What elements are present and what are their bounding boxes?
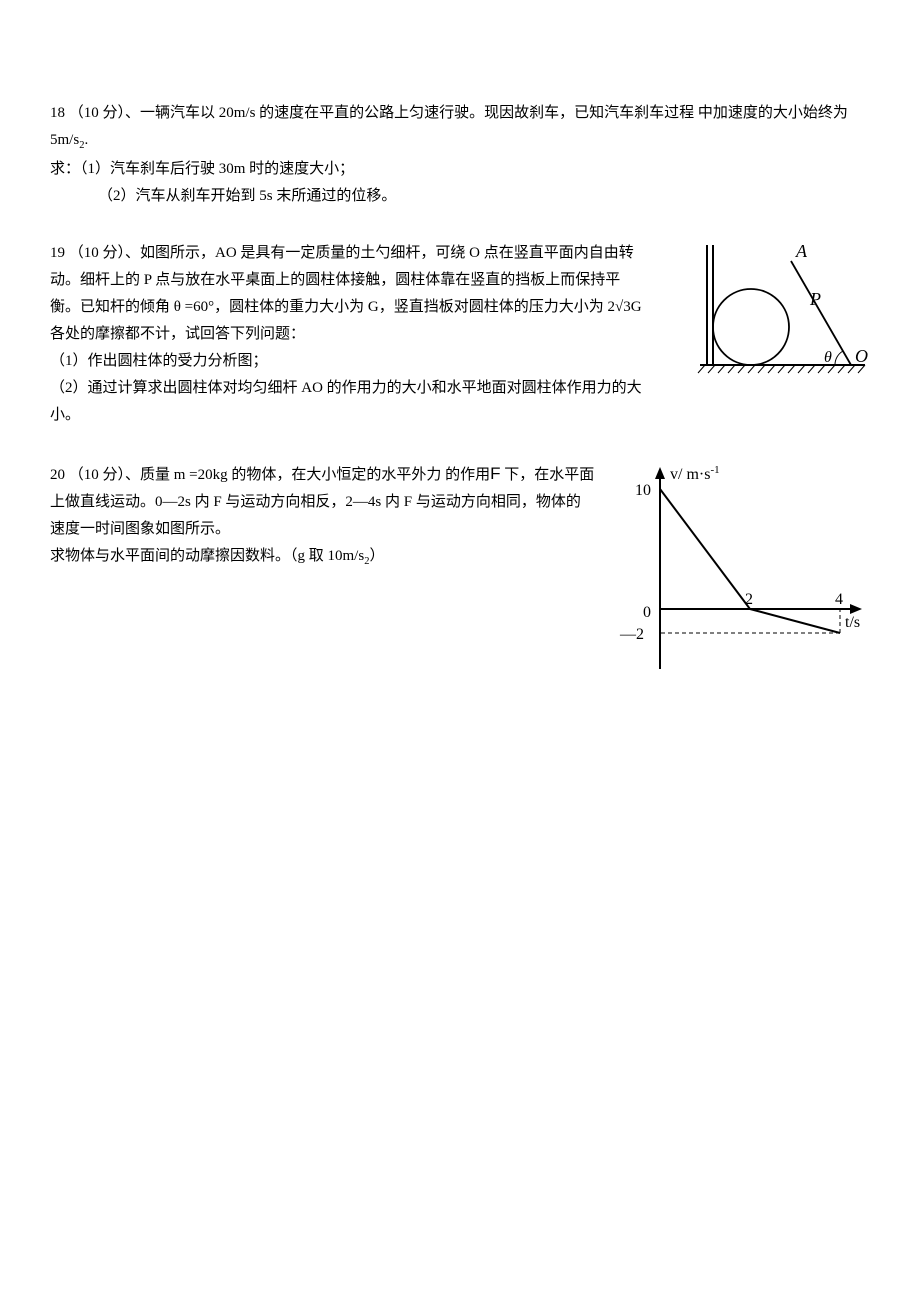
q20-line1: 20 （10 分）、质量 m =20kg 的物体，在大小恒定的水平外力 的作用F…: [50, 459, 595, 544]
cylinder-rod-diagram: A P θ O: [665, 240, 870, 395]
tick-0: 0: [643, 604, 651, 621]
tick-neg2: —2: [619, 626, 644, 643]
q20-chart: 10 0 2 4 —2 v/ m·s-1 t/s: [610, 459, 870, 689]
q19-figure: A P θ O: [665, 240, 870, 405]
q18-line1: 18 （10 分）、一辆汽车以 20m/s 的速度在平直的公路上匀速行驶。现因故…: [50, 100, 870, 156]
q20-F: F: [490, 464, 500, 483]
q20-l1a: 20 （10 分）、质量 m =20kg 的物体，在大小恒定的水平外力 的作用: [50, 467, 490, 483]
q18-end: .: [84, 132, 88, 148]
problem-20: 20 （10 分）、质量 m =20kg 的物体，在大小恒定的水平外力 的作用F…: [50, 459, 870, 689]
q18-text-1: 18 （10 分）、一辆汽车以 20m/s 的速度在平直的公路上匀速行驶。现因故…: [50, 105, 848, 148]
q20-text-block: 20 （10 分）、质量 m =20kg 的物体，在大小恒定的水平外力 的作用F…: [50, 459, 595, 572]
q19-text-block: 19 （10 分）、如图所示，AO 是具有一定质量的土勺细杆，可绕 O 点在竖直…: [50, 240, 650, 429]
x-axis-label: t/s: [845, 614, 860, 631]
q20-line2: 求物体与水平面间的动摩擦因数料。（g 取 10m/s2）: [50, 543, 595, 572]
q19-line3: （2）通过计算求出圆柱体对均匀细杆 AO 的作用力的大小和水平地面对圆柱体作用力…: [50, 375, 650, 429]
y-axis-label: v/ m·s-1: [670, 464, 720, 483]
q19-line1: 19 （10 分）、如图所示，AO 是具有一定质量的土勺细杆，可绕 O 点在竖直…: [50, 240, 650, 348]
label-theta: θ: [824, 349, 832, 366]
q18-line2: 求：（1）汽车刹车后行驶 30m 时的速度大小；: [50, 156, 870, 183]
problem-18: 18 （10 分）、一辆汽车以 20m/s 的速度在平直的公路上匀速行驶。现因故…: [50, 100, 870, 210]
tick-10: 10: [635, 482, 651, 499]
q19-line2: （1）作出圆柱体的受力分析图；: [50, 348, 650, 375]
velocity-time-graph: 10 0 2 4 —2 v/ m·s-1 t/s: [610, 459, 870, 679]
problem-19: 19 （10 分）、如图所示，AO 是具有一定质量的土勺细杆，可绕 O 点在竖直…: [50, 240, 870, 429]
label-O: O: [855, 346, 868, 366]
q20-l2b: ）: [369, 548, 384, 564]
q18-line3: （2）汽车从刹车开始到 5s 末所通过的位移。: [50, 183, 870, 210]
label-P: P: [809, 289, 821, 309]
tick-4: 4: [835, 591, 843, 608]
label-A: A: [795, 241, 808, 261]
q20-l2a: 求物体与水平面间的动摩擦因数料。（g 取 10m/s: [50, 548, 364, 564]
